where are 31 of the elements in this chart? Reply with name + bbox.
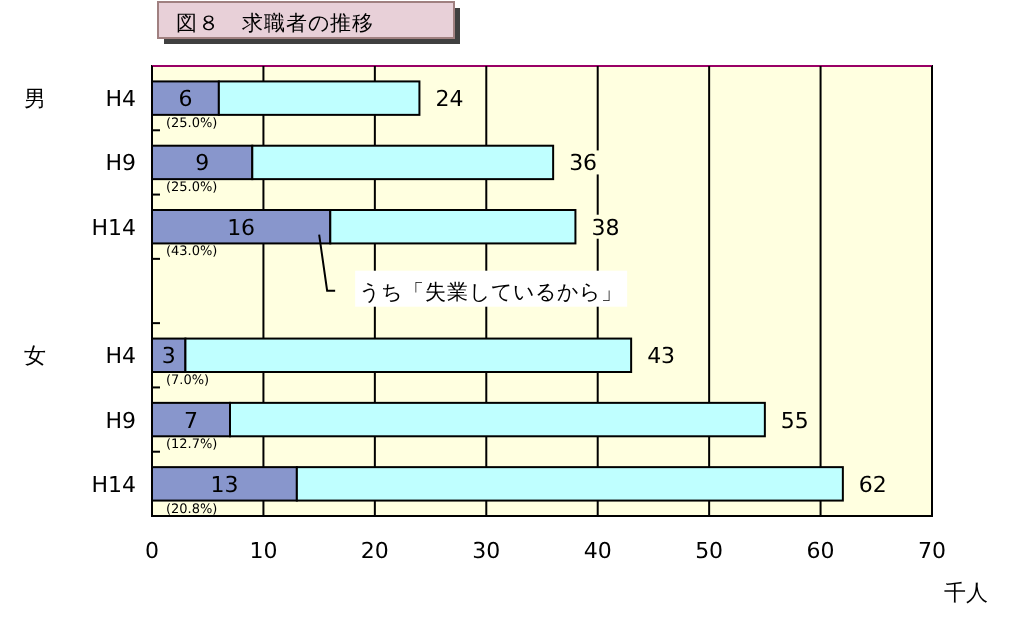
- y-tick-label: H14: [91, 471, 136, 498]
- data-label: 13: [210, 471, 239, 498]
- total-label: 55: [780, 407, 809, 434]
- x-tick-label: 20: [360, 538, 389, 564]
- x-tick-label: 40: [583, 538, 612, 564]
- text: 女: [24, 343, 46, 370]
- text: うち「失業しているから」: [359, 278, 624, 305]
- data-label: 16: [227, 214, 256, 241]
- chart-title: 図８ 求職者の推移: [176, 10, 374, 36]
- data-label: 7: [184, 407, 198, 434]
- total-label: 24: [435, 86, 464, 113]
- y-tick-label: H9: [105, 150, 136, 177]
- x-tick-label: 50: [695, 538, 724, 564]
- data-label: 9: [195, 150, 210, 177]
- total-label: 62: [858, 471, 887, 498]
- y-tick-label: H9: [105, 407, 136, 434]
- x-tick-label: 60: [806, 538, 835, 564]
- x-tick-label: 0: [145, 538, 159, 564]
- y-tick-label: H4: [105, 343, 136, 370]
- x-tick-label: 10: [249, 538, 278, 564]
- total-label: 38: [591, 214, 620, 241]
- total-label: 36: [569, 150, 598, 177]
- x-tick-label: 30: [472, 538, 501, 564]
- data-label: 3: [161, 343, 176, 370]
- y-tick-label: H14: [91, 214, 136, 241]
- data-label: 6: [178, 86, 193, 113]
- x-tick-label: 70: [918, 538, 946, 564]
- x-axis-title: 千人: [944, 580, 988, 606]
- text: 男: [24, 86, 46, 113]
- total-label: 43: [647, 343, 676, 370]
- y-tick-label: H4: [105, 86, 136, 113]
